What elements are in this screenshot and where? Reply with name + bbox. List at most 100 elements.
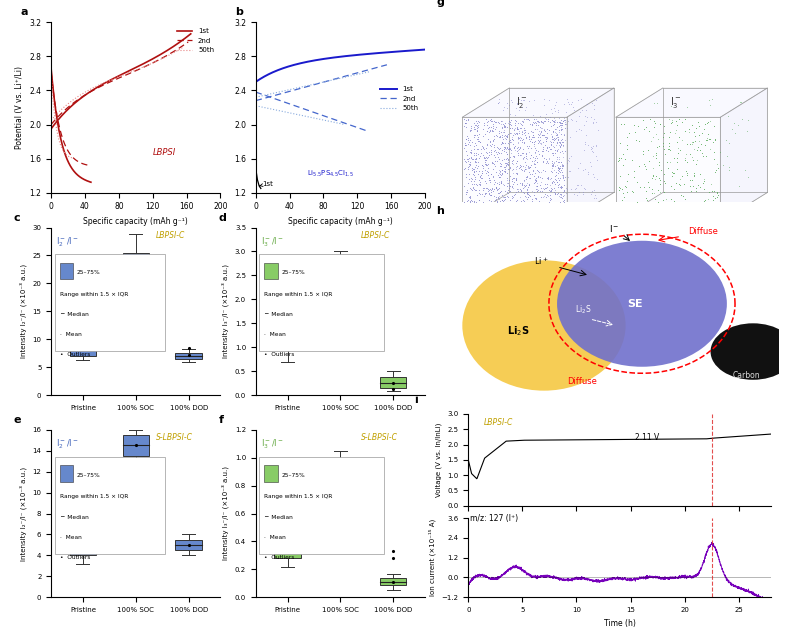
Point bbox=[634, 182, 646, 192]
Point bbox=[492, 98, 504, 108]
Point bbox=[552, 157, 564, 167]
Point bbox=[497, 121, 510, 131]
Point bbox=[702, 204, 715, 214]
Point bbox=[542, 125, 555, 135]
Point bbox=[551, 198, 563, 209]
Point bbox=[492, 205, 504, 215]
Point bbox=[649, 153, 662, 163]
Point bbox=[637, 181, 650, 191]
Point bbox=[530, 114, 542, 124]
Point bbox=[503, 136, 515, 146]
Point bbox=[558, 200, 571, 210]
Point bbox=[535, 126, 548, 136]
Point bbox=[552, 175, 565, 185]
Point bbox=[492, 98, 504, 108]
Point bbox=[510, 175, 523, 185]
Point bbox=[575, 125, 587, 135]
Point bbox=[720, 135, 733, 145]
Text: Li$^+$: Li$^+$ bbox=[534, 255, 549, 267]
Point bbox=[525, 150, 538, 160]
Point bbox=[493, 168, 505, 178]
Point bbox=[464, 213, 477, 223]
Point bbox=[460, 208, 473, 218]
Point bbox=[533, 135, 545, 145]
Point bbox=[497, 192, 510, 202]
Point bbox=[549, 170, 562, 180]
Point bbox=[569, 116, 582, 126]
Point bbox=[515, 126, 528, 136]
Point bbox=[555, 135, 567, 145]
Point bbox=[487, 159, 500, 169]
Point bbox=[585, 161, 597, 171]
Point bbox=[490, 121, 502, 131]
Point bbox=[474, 212, 486, 222]
Point bbox=[550, 140, 563, 150]
Point bbox=[459, 163, 471, 173]
Point bbox=[510, 175, 523, 185]
Point bbox=[549, 130, 562, 140]
Point bbox=[554, 142, 567, 152]
Point bbox=[553, 173, 566, 183]
Point bbox=[508, 190, 521, 200]
Point bbox=[532, 171, 545, 181]
Point bbox=[619, 202, 631, 212]
Point bbox=[552, 165, 564, 175]
Point bbox=[464, 191, 476, 201]
Point bbox=[588, 114, 600, 124]
Point bbox=[510, 174, 523, 184]
Y-axis label: Ion current (×10⁻¹⁵ A): Ion current (×10⁻¹⁵ A) bbox=[428, 519, 436, 597]
Point bbox=[512, 133, 524, 143]
Point bbox=[552, 117, 565, 127]
Point bbox=[479, 178, 492, 188]
Text: I$_3^-$/I$^-$: I$_3^-$/I$^-$ bbox=[260, 437, 283, 451]
Point bbox=[483, 175, 496, 185]
Point bbox=[698, 195, 711, 205]
Point bbox=[476, 143, 489, 154]
Point bbox=[463, 161, 475, 171]
Point bbox=[654, 164, 667, 174]
Point bbox=[552, 173, 564, 183]
Point bbox=[501, 131, 513, 141]
Point bbox=[482, 186, 495, 197]
Point bbox=[494, 178, 507, 188]
Point bbox=[499, 164, 512, 174]
Point bbox=[459, 140, 471, 150]
Point bbox=[708, 121, 720, 131]
Point bbox=[555, 192, 567, 202]
Point bbox=[678, 152, 691, 162]
Point bbox=[464, 148, 477, 158]
Point bbox=[645, 173, 658, 183]
Point bbox=[684, 139, 696, 149]
Point bbox=[546, 211, 559, 221]
Point bbox=[561, 157, 574, 167]
Point bbox=[663, 114, 675, 125]
Point bbox=[529, 175, 541, 185]
Point bbox=[636, 149, 648, 159]
Point bbox=[540, 136, 552, 146]
Point bbox=[477, 124, 490, 134]
Point bbox=[521, 114, 534, 124]
Point bbox=[493, 128, 505, 138]
Point bbox=[461, 162, 474, 172]
Point bbox=[494, 187, 507, 197]
Point bbox=[517, 182, 530, 192]
Point bbox=[556, 118, 568, 128]
Point bbox=[497, 196, 509, 206]
Point bbox=[504, 181, 517, 191]
Point bbox=[497, 142, 510, 152]
Point bbox=[492, 198, 504, 209]
Point bbox=[468, 185, 481, 195]
Point bbox=[487, 209, 500, 219]
Point bbox=[558, 210, 571, 221]
Point bbox=[720, 150, 733, 161]
Point bbox=[739, 166, 752, 176]
Point bbox=[478, 144, 490, 154]
Point bbox=[519, 214, 532, 224]
Point bbox=[509, 196, 522, 206]
Point bbox=[549, 205, 562, 215]
Point bbox=[555, 124, 567, 134]
Point bbox=[693, 213, 705, 223]
Point bbox=[468, 174, 481, 184]
Point bbox=[665, 167, 678, 178]
Point bbox=[554, 157, 567, 167]
